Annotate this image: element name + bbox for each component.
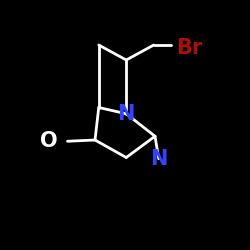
Text: O: O — [40, 131, 58, 151]
Text: N: N — [150, 149, 168, 169]
Text: Br: Br — [176, 38, 202, 58]
Text: N: N — [118, 104, 135, 124]
